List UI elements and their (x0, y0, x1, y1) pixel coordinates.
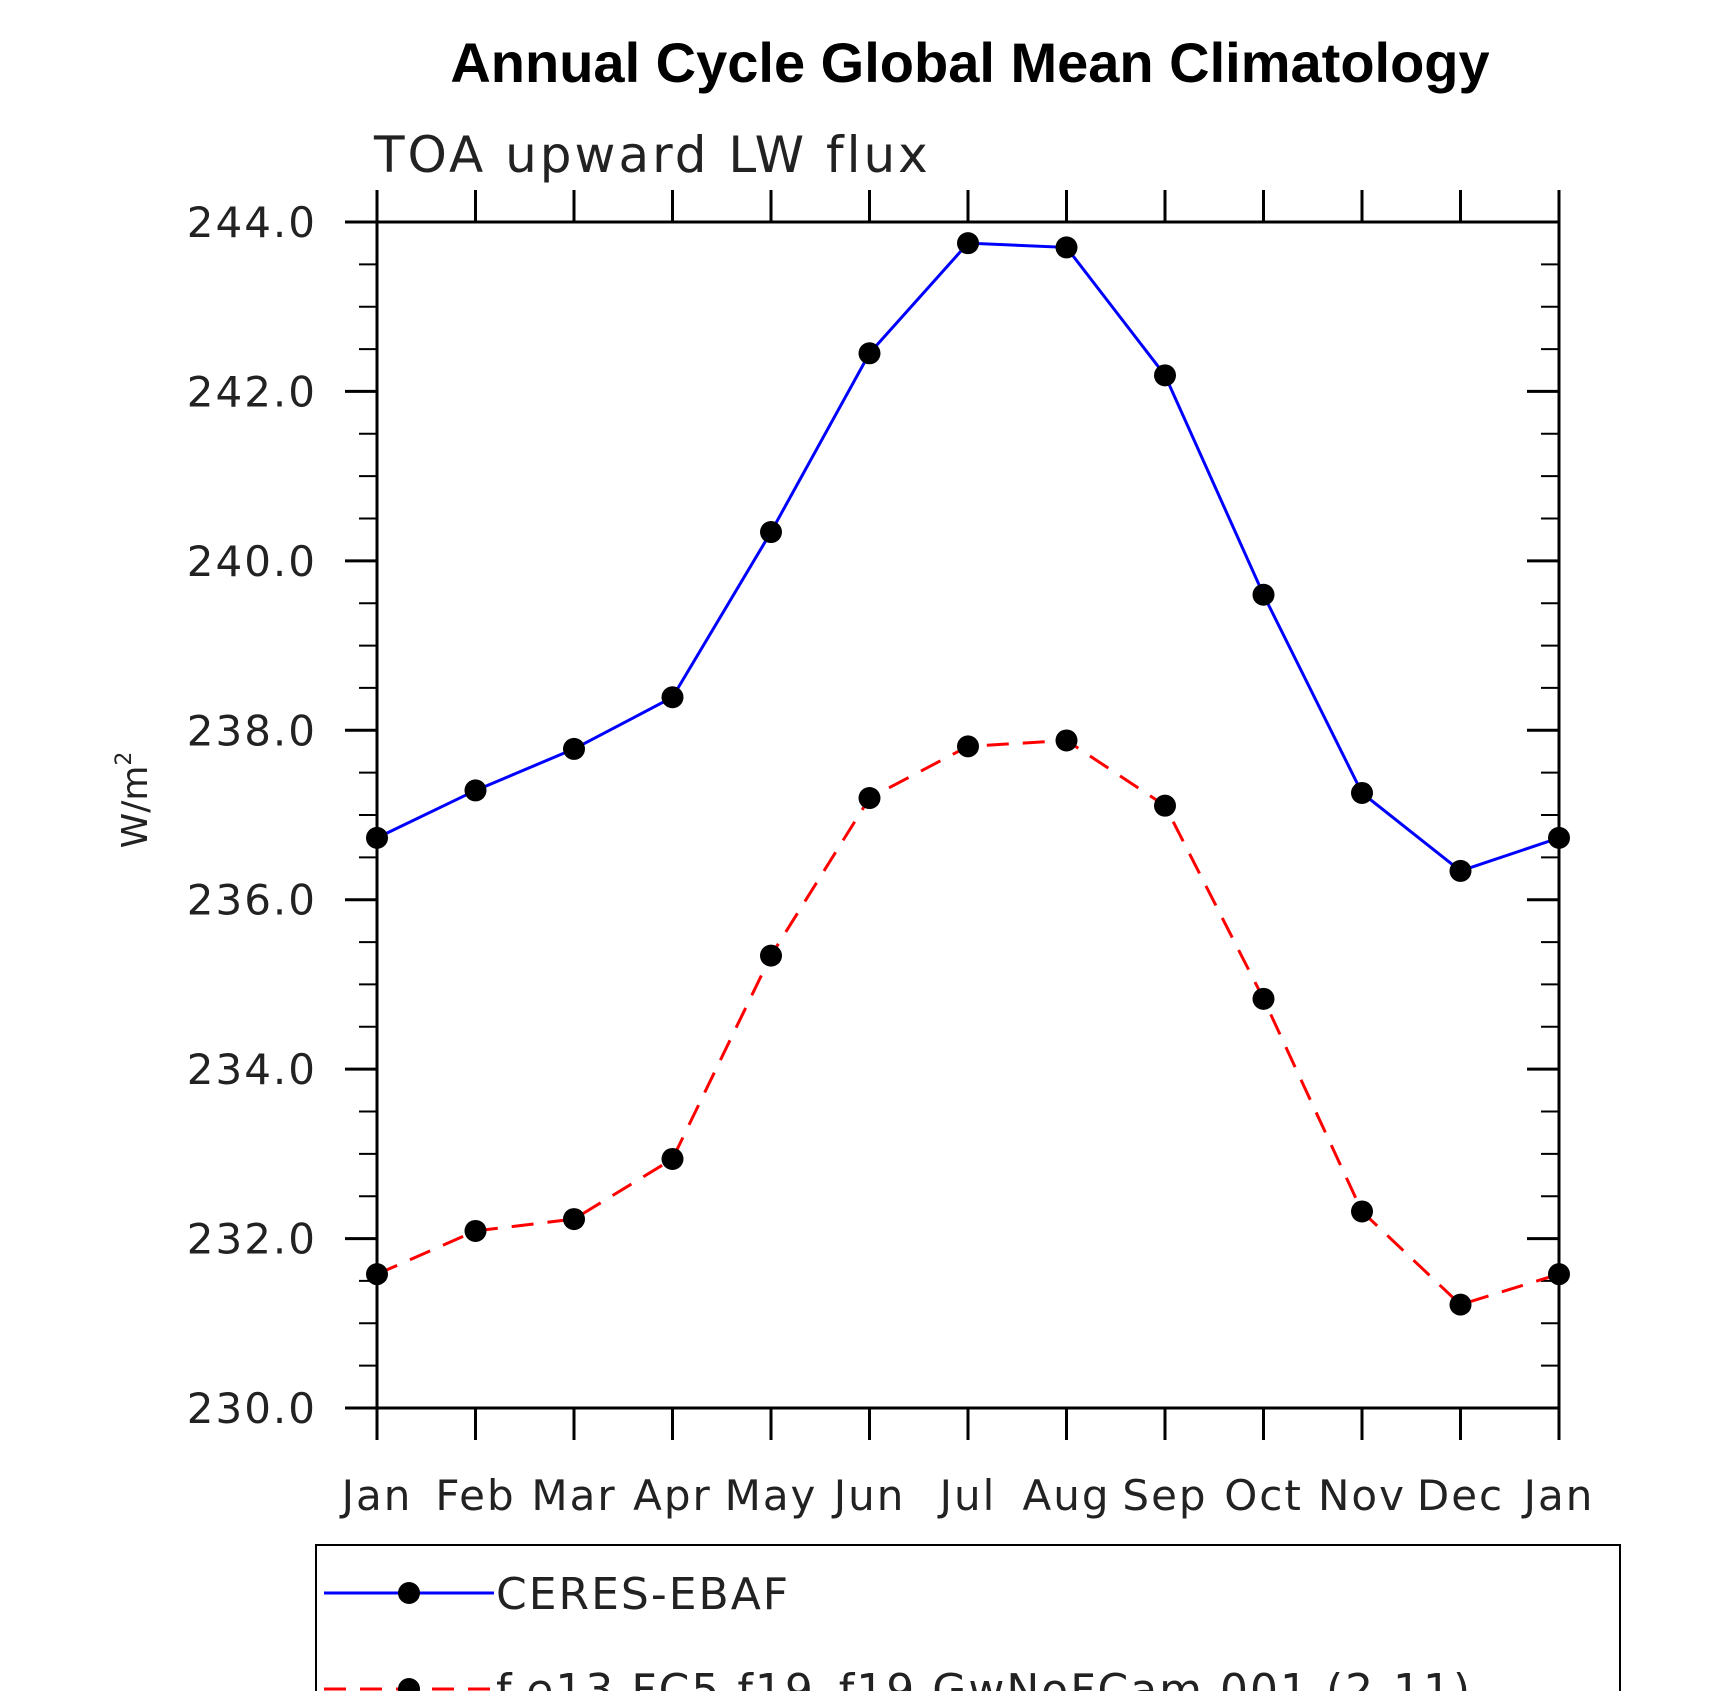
series-1-point (1351, 781, 1373, 804)
series-line-1 (376, 241, 1560, 873)
series-1-point (1154, 364, 1176, 387)
y-tick-label: 242.0 (187, 367, 317, 416)
series-2-point (563, 1208, 585, 1231)
x-tick-label: Jan (339, 1471, 413, 1520)
x-tick-label: Jan (1521, 1471, 1595, 1520)
y-tick-label: 234.0 (187, 1045, 317, 1094)
y-tick-label: 236.0 (187, 876, 317, 925)
series-1-point (1252, 583, 1275, 606)
x-tick-label: Mar (531, 1471, 616, 1520)
series-2-point (1351, 1200, 1373, 1223)
series-1-point (366, 826, 388, 849)
x-tick-label: Feb (435, 1471, 515, 1520)
x-tick-label: Apr (633, 1471, 712, 1520)
y-tick-label: 230.0 (187, 1384, 317, 1433)
series-1-point (464, 779, 487, 802)
series-2-point (1449, 1293, 1472, 1316)
plot-frame (375, 220, 1561, 1410)
x-tick-label: Nov (1318, 1471, 1406, 1520)
x-tick-label: Jul (937, 1471, 997, 1520)
series-2-point (957, 735, 979, 758)
legend-label-2: f.e13.FC5.f19_f19.GwNoFCam.001 (2-11) (496, 1665, 1472, 1691)
series-2-point (1055, 729, 1078, 752)
x-tick-label: May (725, 1471, 818, 1520)
y-tick-label: 238.0 (187, 706, 317, 755)
x-tick-label: Jun (831, 1471, 906, 1520)
series-2-point (858, 787, 881, 810)
series-1-point (858, 342, 881, 365)
y-axis-title: W/m2 (112, 752, 156, 849)
y-tick-label: 244.0 (187, 198, 317, 247)
series-layer (366, 232, 1570, 1316)
legend-marker-1 (398, 1582, 420, 1604)
x-tick-labels: Jan Feb Mar Apr May Jun Jul Aug Sep Oct Nov Dec Jan (339, 1471, 1595, 1520)
series-2-point (464, 1219, 487, 1242)
series-1-point (1449, 859, 1472, 882)
series-2-point (366, 1263, 388, 1286)
legend: CERES-EBAF f.e13.FC5.f19_f19.GwNoFCam.001… (324, 1569, 1472, 1691)
y-tick-labels: 230.0 232.0 234.0 236.0 238.0 240.0 242.0 244.0 (187, 198, 317, 1433)
series-2-point (1548, 1263, 1570, 1286)
series-1-point (957, 232, 979, 255)
series-2-point (1154, 794, 1176, 817)
legend-box (315, 1544, 1621, 1691)
series-1-point (563, 737, 585, 760)
y-axis-title-text: W/m (115, 766, 156, 849)
y-tick-label: 232.0 (187, 1215, 317, 1264)
series-2-point (661, 1147, 684, 1170)
series-1-point (661, 686, 684, 709)
legend-marker-2 (398, 1678, 420, 1691)
x-tick-label: Dec (1417, 1471, 1504, 1520)
chart-title: Annual Cycle Global Mean Climatology (450, 31, 1489, 94)
series-1-point (1055, 236, 1078, 259)
x-tick-label: Oct (1224, 1471, 1303, 1520)
axis-ticks (345, 190, 1561, 1440)
y-tick-label: 240.0 (187, 537, 317, 586)
series-1-point (760, 521, 782, 544)
series-2-point (1252, 987, 1275, 1010)
x-tick-label: Aug (1022, 1471, 1110, 1520)
series-2-point (760, 944, 782, 967)
series-line-2 (376, 738, 1560, 1307)
y-axis-title-superscript: 2 (112, 752, 137, 766)
legend-label-1: CERES-EBAF (496, 1569, 790, 1620)
chart-subtitle: TOA upward LW flux (373, 126, 931, 184)
series-1-point (1548, 826, 1570, 849)
x-tick-label: Sep (1122, 1471, 1207, 1520)
